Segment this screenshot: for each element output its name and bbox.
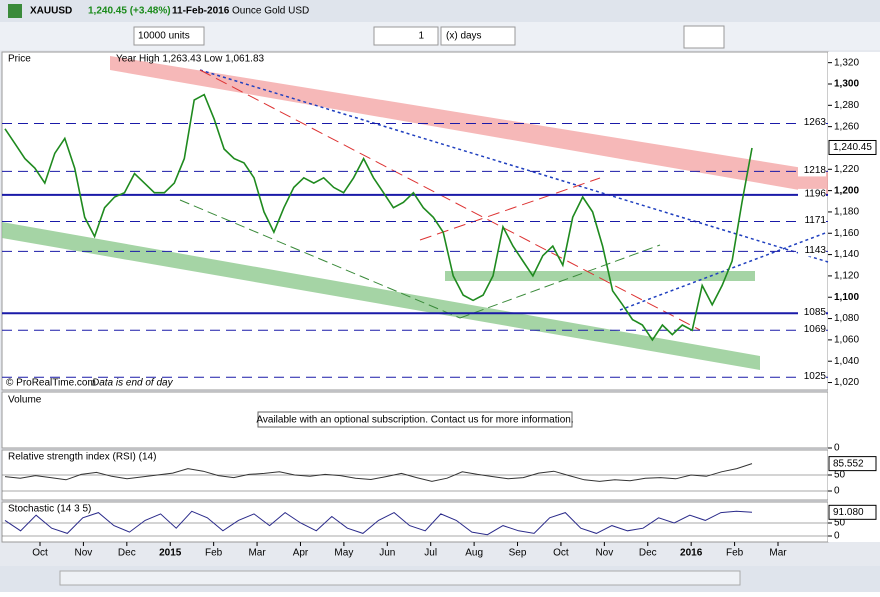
last-value: 85.552 — [833, 458, 864, 469]
panel-title: Relative strength index (RSI) (14) — [8, 452, 156, 463]
chart-type-button[interactable] — [683, 25, 725, 49]
message: Available with an optional subscription.… — [256, 415, 573, 426]
year-range: Year High 1,263.43 Low 1,061.83 — [116, 54, 265, 65]
series-line — [4, 463, 753, 482]
x-tick-label: Oct — [553, 548, 569, 559]
last-value-box — [828, 139, 877, 155]
level-label: 1085 — [804, 307, 827, 318]
y-tick-label: 1,060 — [834, 335, 859, 346]
last-value-box — [828, 456, 877, 472]
y-tick-label: 1,280 — [834, 100, 859, 111]
trend-line — [179, 199, 461, 319]
scrollbar[interactable] — [59, 570, 741, 586]
x-tick-label: Nov — [75, 548, 93, 559]
y-tick-label: 1,100 — [834, 292, 859, 303]
y-tick-label: 1,300 — [834, 79, 859, 90]
y-tick-label: 1,220 — [834, 164, 859, 175]
x-tick-label: Jun — [379, 548, 395, 559]
copyright: © ProRealTime.com — [6, 378, 96, 389]
y-tick-label: 1,200 — [834, 185, 859, 196]
y-tick-label: 1,180 — [834, 207, 859, 218]
x-tick-label: Feb — [726, 548, 744, 559]
y-tick-label: 0 — [834, 531, 840, 542]
level-label: 1196 — [804, 189, 826, 200]
y-tick-label: 1,080 — [834, 313, 859, 324]
message-box — [257, 411, 573, 428]
x-tick-label: Feb — [205, 548, 223, 559]
x-tick-label: Dec — [639, 548, 657, 559]
units-select[interactable] — [133, 26, 205, 46]
x-tick-label: 2015 — [159, 548, 182, 559]
level-label: 1025 — [804, 371, 827, 382]
level-label-bg — [798, 117, 826, 129]
units: 10000 units — [138, 31, 190, 42]
panel-title: Stochastic (14 3 5) — [8, 504, 91, 515]
level-label-bg — [798, 188, 826, 200]
last-value: 1,240.45 — [833, 142, 872, 153]
level-label-bg — [798, 245, 826, 257]
trend-line — [619, 231, 829, 311]
y-tick-label: 1,260 — [834, 121, 859, 132]
level-label-bg — [798, 371, 826, 383]
trend-line — [459, 244, 661, 319]
x-tick-label: Aug — [465, 548, 483, 559]
y-tick-label: 0 — [834, 486, 840, 497]
trend-line — [419, 177, 601, 241]
series-line — [4, 510, 753, 536]
x-tick-label: Sep — [509, 548, 527, 559]
x-tick-label: Nov — [595, 548, 613, 559]
series-line — [4, 93, 753, 342]
x-tick-label: 2016 — [680, 548, 703, 559]
y-tick-label: 1,120 — [834, 271, 859, 282]
period-select[interactable] — [440, 26, 516, 46]
x-tick-label: Jul — [424, 548, 437, 559]
level-label: 1218 — [804, 165, 827, 176]
level-label: 1263 — [804, 117, 827, 128]
x-tick-label: Dec — [118, 548, 136, 559]
support-zone — [445, 271, 755, 281]
last-value: 91.080 — [833, 507, 864, 518]
panel-title: Price — [8, 54, 31, 65]
y-tick-label: 1,040 — [834, 356, 859, 367]
period-count: 1 — [418, 31, 424, 42]
note: Data is end of day — [92, 378, 174, 389]
x-tick-label: Oct — [32, 548, 48, 559]
y-tick-label: 1,320 — [834, 57, 859, 68]
x-tick-label: Mar — [248, 548, 266, 559]
level-label: 1069 — [804, 324, 827, 335]
x-tick-label: Mar — [769, 548, 787, 559]
level-label-bg — [798, 307, 826, 319]
title-bar — [0, 0, 880, 22]
panel-title: Volume — [8, 395, 42, 406]
level-label: 1171 — [804, 215, 826, 226]
y-tick-label: 50 — [834, 470, 846, 481]
last-value-box — [828, 504, 877, 520]
symbol: XAUUSD — [30, 6, 72, 17]
y-tick-label: 1,020 — [834, 377, 859, 388]
y-tick-label: 1,160 — [834, 228, 859, 239]
x-tick-label: May — [334, 548, 353, 559]
resistance-channel — [110, 56, 828, 195]
date: 11-Feb-2016 — [172, 6, 230, 17]
level-label: 1143 — [804, 245, 826, 256]
toolbar — [0, 22, 880, 50]
x-tick-label: Apr — [293, 548, 309, 559]
level-label-bg — [798, 165, 826, 177]
price-panel — [1, 51, 829, 391]
level-label-bg — [798, 324, 826, 336]
period-unit: (x) days — [446, 31, 482, 42]
y-tick-label: 50 — [834, 518, 846, 529]
trend-line — [199, 69, 829, 263]
app-icon — [8, 4, 22, 18]
y-tick-label: 1,140 — [834, 249, 859, 260]
instrument-name: Ounce Gold USD — [232, 6, 309, 17]
level-label-bg — [798, 215, 826, 227]
support-channel — [2, 222, 760, 370]
y-tick-label: 0 — [834, 443, 840, 454]
quote: 1,240.45 (+3.48%) — [88, 6, 171, 17]
trend-line — [199, 69, 701, 331]
period-input[interactable] — [373, 26, 439, 46]
